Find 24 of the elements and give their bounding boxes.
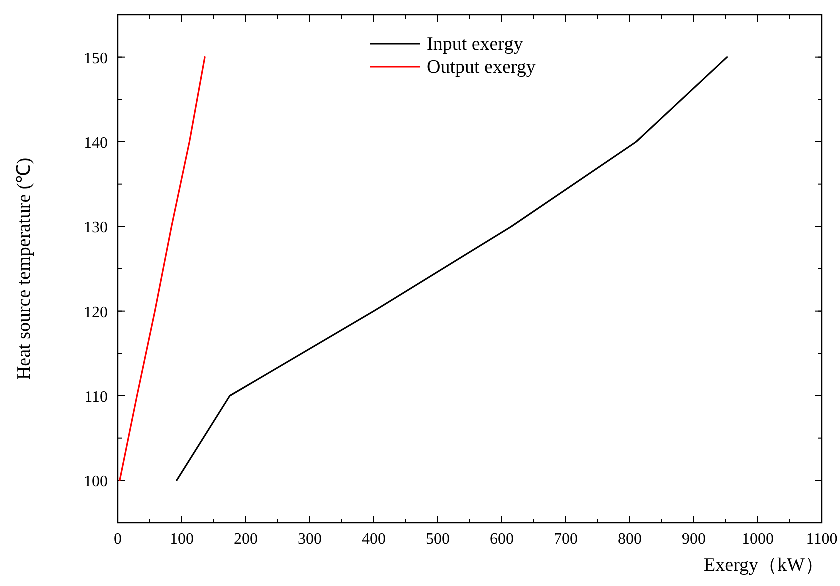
y-tick-label: 140	[84, 135, 108, 152]
y-axis-title: Heat source temperature (℃)	[14, 158, 35, 380]
line-series	[176, 56, 728, 482]
x-tick-label: 500	[426, 531, 450, 548]
x-tick-label: 1000	[742, 531, 774, 548]
legend-label: Output exergy	[427, 57, 536, 78]
x-tick-label: 700	[554, 531, 578, 548]
x-tick-label: 800	[618, 531, 642, 548]
y-tick-label: 110	[84, 389, 108, 406]
y-tick-label: 130	[84, 220, 108, 237]
y-tick-label: 100	[84, 474, 108, 491]
x-tick-label: 100	[170, 531, 194, 548]
x-tick-label: 900	[682, 531, 706, 548]
line-series	[119, 56, 206, 482]
y-tick-label: 150	[84, 50, 108, 68]
y-tick-label: 120	[84, 304, 108, 322]
x-tick-label: 600	[490, 531, 514, 548]
x-axis-title: Exergy（kW）	[704, 555, 824, 576]
x-tick-label: 1100	[806, 531, 838, 548]
x-tick-label: 400	[362, 531, 386, 548]
x-tick-label: 0	[114, 531, 122, 548]
x-tick-label: 300	[298, 531, 322, 548]
x-tick-label: 200	[234, 531, 258, 548]
legend-label: Input exergy	[427, 34, 524, 55]
